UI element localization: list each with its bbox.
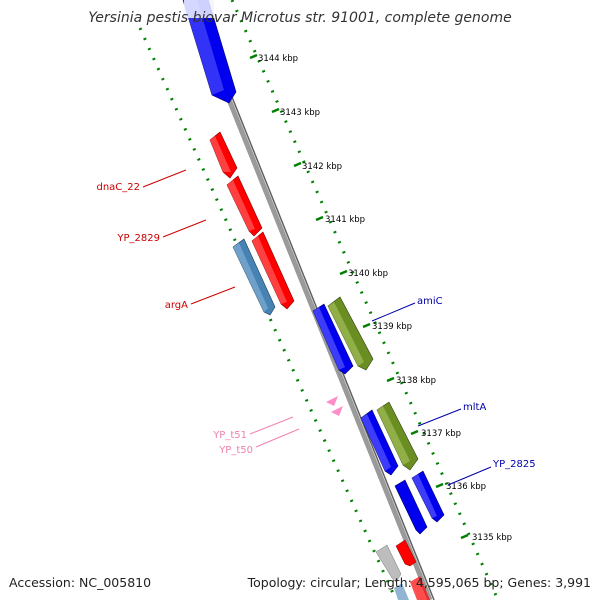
gene-highlight xyxy=(313,307,345,370)
gene-arrow[interactable] xyxy=(394,479,428,535)
tick-label: 3140 kbp xyxy=(348,269,388,279)
gene-highlight xyxy=(361,414,391,471)
leader-YP_2829 xyxy=(162,219,207,238)
gene-YP_2825[interactable] xyxy=(411,470,445,523)
gene-argA[interactable] xyxy=(251,231,295,310)
label-argA[interactable]: argA xyxy=(165,300,188,311)
gene-steelblue[interactable] xyxy=(232,238,276,316)
scale-tick xyxy=(293,161,302,168)
leader-argA xyxy=(190,286,236,305)
gene-blue-3[interactable] xyxy=(394,479,428,535)
scale-ticks xyxy=(249,53,469,540)
scale-tick xyxy=(386,376,395,383)
accession-label: Accession: NC_005810 xyxy=(9,575,152,590)
gene-steelblue-bottom[interactable] xyxy=(394,583,409,600)
gene-blue-1[interactable] xyxy=(312,303,354,375)
tick-label: 3135 kbp xyxy=(472,533,512,543)
leader-dnaC_22 xyxy=(142,169,187,188)
label-mltA[interactable]: mltA xyxy=(463,402,486,413)
tick-label: 3141 kbp xyxy=(325,215,365,225)
gene-highlight xyxy=(233,243,268,312)
tick-label: 3144 kbp xyxy=(258,54,298,64)
scale-tick xyxy=(249,53,258,60)
gene-highlight xyxy=(210,136,231,172)
map-title: Yersinia pestis biovar Microtus str. 910… xyxy=(88,10,512,26)
gene-highlight xyxy=(252,236,287,304)
gene-grey[interactable] xyxy=(375,544,402,583)
tick-label: 3138 kbp xyxy=(396,376,436,386)
scale-tick xyxy=(460,533,469,540)
leader-amiC xyxy=(371,302,416,322)
tick-label: 3137 kbp xyxy=(421,429,461,439)
label-amiC[interactable]: amiC xyxy=(417,296,443,307)
leader-YP_t51 xyxy=(249,416,294,435)
scale-tick xyxy=(271,107,280,114)
tick-label: 3142 kbp xyxy=(302,162,342,172)
trna-YP_t51[interactable] xyxy=(326,396,338,406)
gene-red-bottom-2[interactable] xyxy=(410,576,430,600)
trna-YP_t50[interactable] xyxy=(331,406,343,416)
tick-label: 3143 kbp xyxy=(280,108,320,118)
scale-tick xyxy=(435,482,444,489)
gene-dnaC_22[interactable] xyxy=(209,131,238,179)
tick-label: 3136 kbp xyxy=(446,482,486,492)
genome-backbone-shadow xyxy=(192,0,435,600)
label-YP_t50[interactable]: YP_t50 xyxy=(218,445,253,456)
label-YP_t51[interactable]: YP_t51 xyxy=(212,430,247,441)
gene-highlight xyxy=(183,0,224,95)
scale-tick-labels: 3144 kbp 3143 kbp 3142 kbp 3141 kbp 3140… xyxy=(258,54,512,543)
genome-summary: Topology: circular; Length: 4,595,065 bp… xyxy=(247,575,591,590)
gene-highlight xyxy=(227,180,255,231)
label-YP_2825[interactable]: YP_2825 xyxy=(492,459,536,470)
label-dnaC_22[interactable]: dnaC_22 xyxy=(96,182,140,193)
leader-YP_t50 xyxy=(255,428,300,448)
gene-red-bottom[interactable] xyxy=(395,539,417,567)
scale-tick xyxy=(410,429,419,436)
label-leaders xyxy=(142,169,492,486)
leader-YP_2825 xyxy=(447,466,492,486)
gene-highlight xyxy=(412,474,437,518)
gene-amiC[interactable] xyxy=(327,296,374,371)
label-YP_2829[interactable]: YP_2829 xyxy=(116,233,160,244)
leader-mltA xyxy=(417,408,462,427)
scale-tick xyxy=(362,322,371,329)
gene-top-fade xyxy=(184,0,214,18)
gene-YP_2829[interactable] xyxy=(226,175,263,237)
gene-highlight xyxy=(328,302,364,366)
gene-mltA[interactable] xyxy=(376,401,419,471)
gene-highlight xyxy=(377,406,410,465)
scale-tick xyxy=(339,269,348,276)
scale-tick xyxy=(315,215,324,222)
tick-label: 3139 kbp xyxy=(372,322,412,332)
gene-blue-2[interactable] xyxy=(360,409,399,476)
gene-labels: dnaC_22 YP_2829 argA amiC mltA YP_2825 Y… xyxy=(96,182,535,470)
